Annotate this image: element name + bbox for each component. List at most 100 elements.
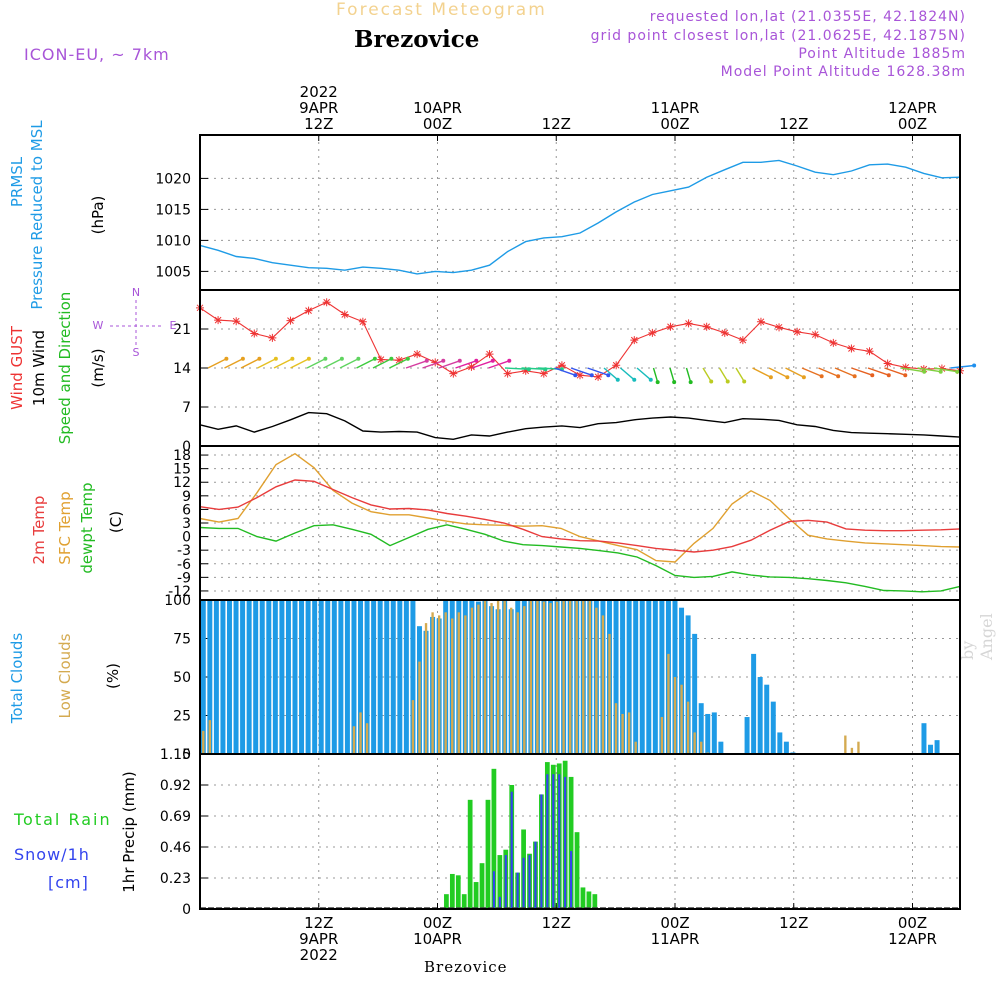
top-time-label-0-0: 2022	[300, 83, 338, 101]
total-cloud-bar-77	[705, 713, 711, 754]
low-cloud-bar-32	[411, 700, 415, 754]
low-cloud-bar-56	[568, 600, 572, 754]
gust-marker-41	[937, 364, 946, 373]
wind-arrow-head-25	[632, 377, 637, 382]
rain-bar-64	[580, 887, 586, 909]
total-cloud-bar-89	[783, 741, 789, 754]
ytick-label-0-2: 1015	[155, 202, 191, 218]
wind-arrow-18	[504, 367, 529, 370]
temp2m-line	[199, 479, 961, 553]
rain-bar-49	[491, 768, 497, 909]
wind-arrow-13	[422, 360, 444, 369]
total-cloud-bar-64	[620, 600, 626, 754]
total-cloud-bar-25	[364, 600, 370, 754]
gust-marker-7	[322, 298, 331, 307]
ytick-label-2-10: 18	[173, 448, 191, 464]
top-time-label-5-0: 12APR	[888, 99, 937, 117]
ytick-label-2-7: 9	[182, 489, 191, 505]
wind-arrow-head-35	[801, 375, 806, 380]
ytick-label-2-5: 3	[182, 516, 191, 532]
gust-marker-25	[648, 328, 657, 337]
wind-arrow-head-44	[955, 369, 960, 374]
snow-bar-52	[510, 791, 513, 909]
wind-arrow-45	[950, 364, 975, 369]
low-cloud-bar-38	[451, 618, 454, 754]
rain-bar-41	[444, 894, 449, 909]
low-cloud-bar-40	[464, 615, 467, 754]
wind-arrow-17	[488, 360, 510, 369]
station-title: Brezovice	[354, 26, 480, 53]
precip-unit: 1hr Precip (mm)	[120, 771, 138, 892]
low-cloud-bar-52	[542, 601, 546, 754]
wind-arrow-37	[818, 367, 839, 377]
total-cloud-bar-28	[384, 600, 390, 754]
gust-marker-19	[539, 369, 548, 378]
wind-arrow-head-2	[257, 356, 262, 361]
wind-arrow-34	[768, 367, 788, 378]
low-cloud-bar-48	[516, 612, 519, 754]
total-cloud-bar-19	[325, 600, 331, 754]
wind-arrow-26	[636, 367, 652, 381]
wind-arrow-35	[785, 367, 805, 378]
snow-bar-58	[546, 774, 549, 909]
top-time-label-3-0: 11APR	[651, 99, 700, 117]
wind-unit: (m/s)	[89, 348, 107, 387]
total-cloud-bar-24	[358, 600, 364, 754]
temp2m-label: 2m Temp	[30, 496, 48, 565]
wind-arrow-42	[900, 367, 925, 373]
gust-marker-5	[286, 316, 295, 325]
snow-bar-54	[522, 857, 525, 909]
low-cloud-bar-55	[562, 600, 565, 754]
low-cloud-bar-25	[365, 723, 369, 754]
low-cloud-bar-65	[627, 712, 631, 754]
top-time-label-0-1: 9APR	[299, 99, 338, 117]
gust-marker-20	[557, 361, 566, 370]
ytick-label-2-3: -3	[177, 543, 191, 559]
wind-arrow-head-30	[709, 379, 714, 384]
wind-arrow-head-15	[474, 358, 479, 363]
snow-bar-49	[492, 871, 495, 909]
wind-arrow-27	[652, 367, 659, 383]
total-cloud-bar-4	[226, 600, 232, 754]
total-cloud-bar-10	[266, 600, 272, 754]
ytick-label-2-8: 12	[173, 475, 191, 491]
wind-arrow-head-22	[589, 373, 594, 378]
low-cloud-bar-33	[418, 661, 421, 754]
total-cloud-bar-88	[777, 732, 783, 754]
gust-marker-13	[431, 358, 440, 367]
ytick-label-1-3: 21	[173, 322, 191, 338]
total-cloud-bar-67	[639, 600, 645, 754]
total-cloud-bar-29	[390, 600, 396, 754]
gust-marker-26	[666, 322, 675, 331]
top-time-label-0-2: 12Z	[304, 115, 333, 133]
total-cloud-bar-26	[371, 600, 377, 754]
snow-bar-53	[516, 872, 519, 909]
wind-arrow-41	[884, 367, 906, 376]
wind-arrow-12	[405, 360, 428, 369]
wind-arrow-head-27	[655, 380, 660, 385]
wind-arrow-24	[603, 367, 619, 381]
low-cloud-bar-58	[582, 600, 585, 754]
gust-marker-2	[232, 317, 241, 326]
snow-bar-51	[504, 855, 507, 909]
wind-arrow-25	[620, 367, 635, 381]
low-cloud-bar-75	[693, 732, 696, 754]
wind-arrow-38	[834, 367, 855, 377]
total-cloud-bar-16	[305, 600, 311, 754]
gust-marker-29	[720, 328, 729, 337]
compass-e: E	[170, 319, 177, 332]
wind-arrow-head-32	[742, 379, 747, 384]
total-cloud-bar-9	[259, 600, 265, 754]
low-cloud-bar-24	[359, 712, 362, 754]
grid-point-coords: grid point closest lon,lat (21.0625E, 42…	[590, 28, 966, 44]
low-cloud-bar-49	[523, 606, 526, 754]
low-cloud-bar-51	[536, 600, 539, 754]
wind-arrow-3	[257, 358, 277, 369]
gust-marker-39	[901, 363, 910, 372]
low-cloud-bar-76	[700, 741, 703, 754]
rain-bar-48	[485, 799, 491, 909]
total-cloud-bar-87	[770, 701, 776, 754]
wind-arrow-0	[207, 358, 227, 369]
bottom-time-label-5-1: 12APR	[888, 930, 937, 948]
wind-arrow-head-29	[688, 380, 693, 385]
